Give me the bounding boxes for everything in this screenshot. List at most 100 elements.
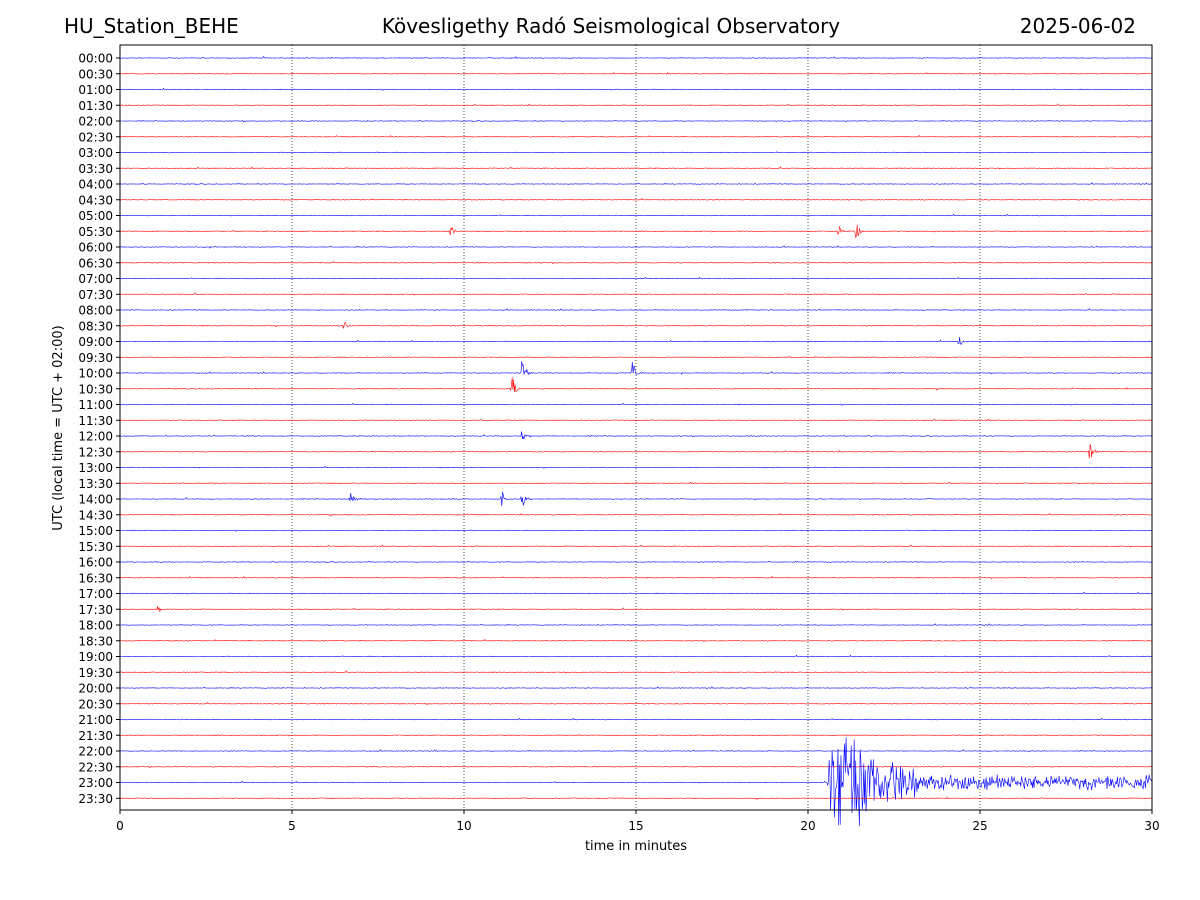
y-tick-label: 03:00 (78, 146, 113, 160)
trace-2000 (119, 686, 1153, 689)
y-tick-label: 12:30 (78, 445, 113, 459)
trace-1400 (120, 491, 1153, 507)
trace-1500 (120, 529, 1153, 532)
trace-1600 (120, 560, 1153, 563)
y-tick-label: 20:30 (78, 697, 113, 711)
trace-0930 (119, 356, 1153, 359)
y-tick-label: 16:00 (78, 556, 113, 570)
trace-0530 (119, 224, 1153, 239)
trace-1900 (119, 654, 1152, 658)
trace-0900 (119, 337, 1153, 345)
y-tick-label: 21:00 (78, 713, 113, 727)
trace-1000 (119, 361, 1153, 376)
station-name: HU_Station_BEHE (64, 14, 239, 38)
y-tick-label: 09:00 (78, 335, 113, 349)
trace-0730 (119, 292, 1153, 296)
trace-0830 (119, 322, 1153, 329)
y-tick-label: 07:30 (78, 288, 113, 302)
y-tick-label: 05:30 (78, 225, 113, 239)
trace-2300 (119, 737, 1153, 827)
trace-1830 (119, 638, 1153, 643)
trace-1300 (120, 465, 1153, 469)
y-tick-label: 13:00 (78, 461, 113, 475)
trace-1930 (119, 670, 1153, 674)
trace-1130 (119, 418, 1153, 422)
y-axis-label: UTC (local time = UTC + 02:00) (51, 325, 66, 530)
y-tick-label: 14:30 (78, 508, 113, 522)
x-tick-label: 15 (628, 819, 643, 833)
x-tick-label: 20 (800, 819, 815, 833)
trace-1800 (119, 623, 1153, 626)
trace-0500 (119, 213, 1153, 217)
y-tick-label: 11:30 (78, 414, 113, 428)
x-axis-label: time in minutes (585, 839, 687, 854)
y-tick-label: 16:30 (78, 571, 113, 585)
plot-date: 2025-06-02 (1019, 14, 1136, 38)
y-tick-label: 04:00 (78, 178, 113, 192)
y-tick-label: 10:00 (78, 367, 113, 381)
y-tick-label: 18:30 (78, 634, 113, 648)
x-tick-label: 25 (972, 819, 987, 833)
y-tick-label: 19:30 (78, 666, 113, 680)
x-axis-ticks: 0 5 10 15 20 25 30 (116, 810, 1160, 833)
trace-1530 (119, 544, 1153, 548)
trace-1730 (119, 606, 1153, 612)
trace-0700 (119, 276, 1153, 280)
y-tick-label: 17:00 (78, 587, 113, 601)
trace-0200 (120, 119, 1153, 123)
trace-2330 (119, 796, 1153, 801)
trace-0230 (119, 134, 1152, 139)
trace-0100 (119, 87, 1153, 91)
trace-0300 (119, 151, 1152, 154)
trace-0330 (119, 166, 1153, 170)
trace-1430 (119, 512, 1153, 517)
y-tick-label: 14:00 (78, 493, 113, 507)
y-tick-label: 08:30 (78, 319, 113, 333)
trace-2030 (119, 701, 1153, 706)
y-tick-label: 06:00 (78, 241, 113, 255)
y-tick-label: 11:00 (78, 398, 113, 412)
trace-1630 (119, 575, 1153, 580)
trace-2230 (119, 765, 1152, 769)
x-tick-label: 10 (456, 819, 471, 833)
y-tick-label: 21:30 (78, 729, 113, 743)
y-tick-label: 22:00 (78, 745, 113, 759)
y-tick-label: 23:30 (78, 792, 113, 806)
y-tick-label: 15:00 (78, 524, 113, 538)
trace-2200 (119, 749, 1153, 752)
y-tick-label: 09:30 (78, 351, 113, 365)
trace-0000 (120, 55, 1153, 59)
trace-2100 (120, 717, 1153, 721)
trace-2130 (120, 734, 1153, 737)
y-tick-label: 07:00 (78, 272, 113, 286)
y-tick-label: 19:00 (78, 650, 113, 664)
trace-1030 (119, 377, 1153, 393)
y-tick-label: 01:00 (78, 83, 113, 97)
y-tick-label: 02:30 (78, 130, 113, 144)
y-tick-label: 12:00 (78, 430, 113, 444)
trace-0130 (120, 103, 1153, 107)
x-tick-label: 5 (288, 819, 296, 833)
y-tick-label: 22:30 (78, 760, 113, 774)
y-tick-label: 10:30 (78, 382, 113, 396)
trace-0400 (119, 182, 1153, 185)
y-tick-label: 02:00 (78, 115, 113, 129)
trace-0430 (119, 197, 1153, 202)
trace-0800 (119, 308, 1153, 311)
trace-1700 (119, 591, 1153, 595)
x-tick-label: 0 (116, 819, 124, 833)
y-tick-label: 01:30 (78, 99, 113, 113)
y-tick-label: 18:00 (78, 619, 113, 633)
y-tick-label: 15:30 (78, 540, 113, 554)
y-tick-label: 03:30 (78, 162, 113, 176)
y-tick-label: 13:30 (78, 477, 113, 491)
y-tick-label: 23:00 (78, 776, 113, 790)
trace-1230 (119, 444, 1153, 459)
trace-1100 (120, 402, 1153, 406)
y-tick-label: 05:00 (78, 209, 113, 223)
y-tick-label: 20:00 (78, 682, 113, 696)
observatory-title: Kövesligethy Radó Seismological Observat… (381, 14, 841, 38)
y-tick-label: 06:30 (78, 256, 113, 270)
